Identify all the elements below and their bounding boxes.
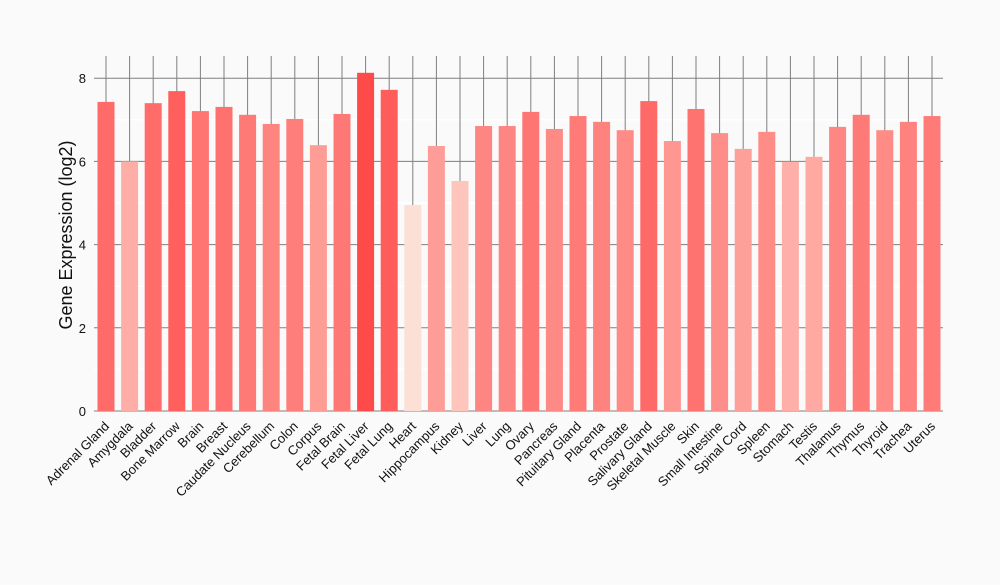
bar-caudate-nucleus: [239, 114, 257, 412]
bar-lung: [498, 126, 516, 411]
bar-stomach: [781, 161, 799, 411]
y-axis: 0 2 4 6 8: [79, 71, 86, 419]
bar-breast: [215, 106, 233, 412]
bar-cerebellum: [262, 123, 280, 412]
bar-prostate: [616, 130, 634, 411]
bar-pancreas: [545, 128, 563, 411]
bar-testis: [805, 156, 823, 411]
bar-skin: [687, 108, 705, 411]
bar-thyroid: [876, 130, 894, 411]
bar-colon: [286, 118, 304, 411]
bar-bladder: [144, 103, 162, 411]
y-axis-label: Gene Expression (log2): [56, 140, 76, 329]
bar-liver: [475, 126, 493, 411]
bar-brain: [191, 111, 209, 412]
bar-trachea: [899, 121, 917, 411]
bar-thalamus: [829, 126, 847, 411]
bar-hippocampus: [427, 146, 445, 411]
bar-uterus: [923, 116, 941, 411]
bar-thymus: [852, 114, 870, 412]
y-tick-label: 0: [79, 404, 86, 419]
y-tick-label: 2: [79, 321, 86, 336]
bar-fetal-lung: [380, 89, 398, 412]
y-tick-label: 6: [79, 154, 86, 169]
bar-spinal-cord: [734, 148, 752, 412]
bar-bone-marrow: [168, 91, 186, 411]
bar-skeletal-muscle: [663, 141, 681, 412]
bar-small-intestine: [711, 133, 729, 411]
bar-amygdala: [121, 161, 139, 411]
bars: [97, 72, 941, 412]
bar-salivary-gland: [640, 101, 658, 411]
bar-spleen: [758, 131, 776, 411]
y-tick-label: 4: [79, 238, 86, 253]
bar-adrenal-gland: [97, 101, 115, 412]
bar-placenta: [593, 121, 611, 411]
bar-heart: [404, 205, 422, 411]
bar-fetal-liver: [357, 72, 375, 412]
bar-ovary: [522, 111, 540, 411]
y-tick-label: 8: [79, 71, 86, 86]
bar-pituitary-gland: [569, 116, 587, 411]
bar-kidney: [451, 180, 469, 411]
x-tick-label: Liver: [459, 418, 490, 449]
bar-fetal-brain: [333, 113, 351, 411]
bar-corpus: [309, 145, 327, 411]
